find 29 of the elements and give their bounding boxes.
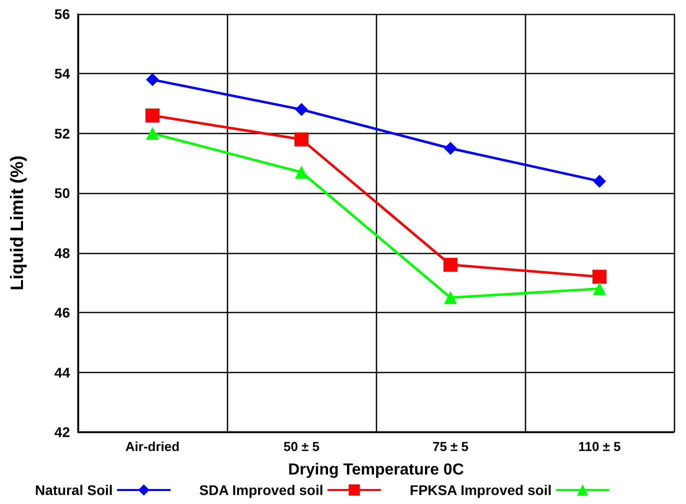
x-tick-label: 110 ± 5	[578, 439, 621, 454]
y-axis-title: Liquid Limit (%)	[7, 156, 27, 290]
point	[294, 132, 308, 146]
x-tick-label: 50 ± 5	[283, 439, 320, 454]
y-tick-label: 48	[54, 244, 70, 261]
x-tick-label: 75 ± 5	[432, 439, 469, 454]
point	[295, 103, 308, 116]
point	[146, 108, 160, 123]
legend-label: FPKSA Improved soil	[410, 482, 552, 498]
x-tick-label: Air-dried	[125, 439, 180, 454]
point	[592, 270, 606, 284]
point	[444, 142, 457, 155]
point	[593, 282, 606, 296]
point	[593, 174, 606, 188]
legend-label: SDA Improved soil	[199, 482, 324, 498]
y-tick-label: 52	[54, 125, 70, 142]
point	[444, 258, 458, 272]
point	[146, 73, 159, 86]
y-tick-label: 42	[54, 424, 70, 440]
point	[295, 166, 308, 179]
legend-label: Natural Soil	[34, 482, 113, 498]
y-tick-label: 44	[54, 364, 70, 380]
x-axis-title: Drying Temperature 0C	[288, 462, 464, 478]
y-tick-label: 54	[54, 66, 70, 82]
y-tick-label: 56	[54, 6, 70, 22]
point	[146, 126, 159, 140]
y-tick-label: 46	[54, 304, 70, 321]
y-tick-label: 50	[54, 185, 70, 202]
point	[444, 291, 457, 304]
